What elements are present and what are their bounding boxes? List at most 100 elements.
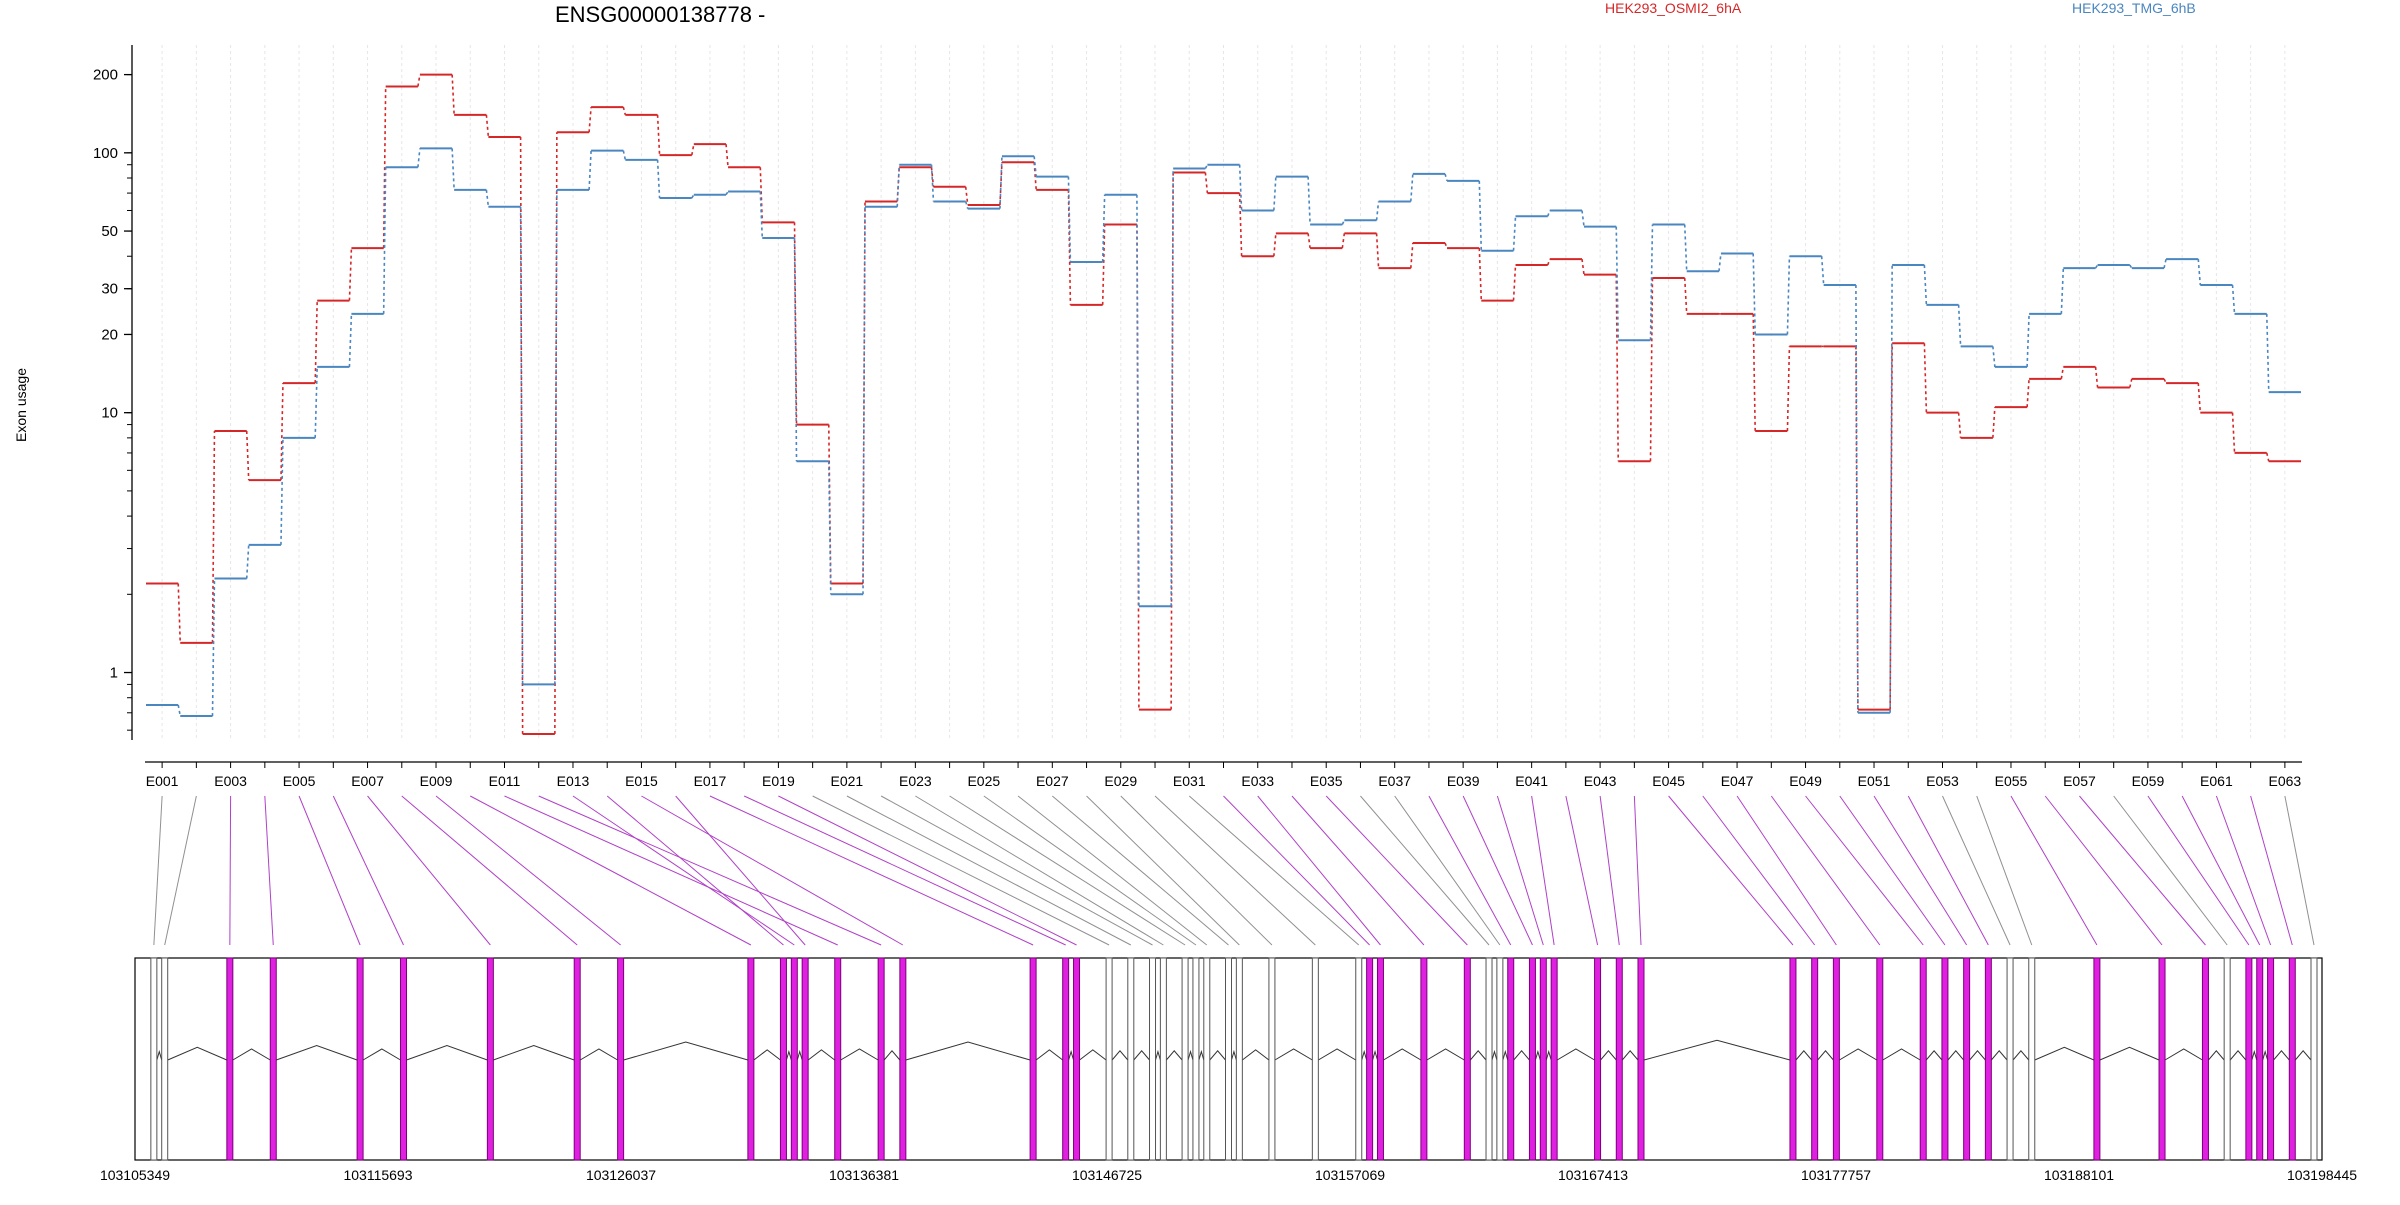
coordinate-label: 103146725 — [1072, 1167, 1142, 1183]
series-connector — [1512, 216, 1517, 251]
exon-box — [1366, 957, 1374, 1161]
exon-box — [2245, 957, 2253, 1161]
intron — [1155, 1049, 1161, 1061]
exon-box — [1496, 957, 1504, 1161]
series-connector — [2060, 268, 2065, 314]
intron — [785, 1049, 792, 1061]
exon-connector — [1907, 795, 1989, 946]
coordinate-label: 103177757 — [1801, 1167, 1871, 1183]
series-connector — [177, 583, 182, 643]
intron — [362, 1048, 401, 1061]
exon-box — [801, 957, 809, 1161]
exon-box — [1225, 957, 1232, 1161]
intron — [1426, 1048, 1465, 1061]
series-connector — [1478, 248, 1483, 301]
exon-connector — [1360, 795, 1490, 946]
intron — [1795, 1049, 1813, 1061]
exon-box — [1420, 957, 1428, 1161]
series-connector — [1855, 284, 1859, 713]
exon-connector — [1154, 795, 1316, 946]
series-connector — [1786, 256, 1791, 335]
y-tick-label: 100 — [93, 145, 118, 162]
exon-box — [1105, 957, 1113, 1161]
intron — [840, 1048, 879, 1061]
series-connector — [1067, 176, 1072, 263]
exon-label: E063 — [2269, 773, 2302, 789]
series-connector — [930, 164, 935, 202]
series-connector — [1615, 226, 1620, 341]
coordinate-label: 103198445 — [2287, 1167, 2357, 1183]
series-connector — [1307, 233, 1311, 249]
exon-box — [1127, 957, 1135, 1161]
coordinate-label: 103136381 — [829, 1167, 899, 1183]
exon-label: E037 — [1378, 773, 1411, 789]
intron — [1165, 1049, 1183, 1061]
exon-connector — [1839, 795, 1946, 946]
series-connector — [862, 206, 866, 595]
intron — [2208, 1049, 2225, 1061]
exon-connector — [298, 795, 361, 946]
exon-label: E043 — [1584, 773, 1617, 789]
exon-box — [1637, 957, 1645, 1161]
series-connector — [2026, 378, 2030, 408]
series-connector — [554, 132, 558, 735]
exon-connector — [641, 795, 904, 946]
exon-box — [2288, 957, 2296, 1161]
coordinate-label: 103105349 — [100, 1167, 170, 1183]
exon-label: E013 — [557, 773, 590, 789]
series-connector — [348, 248, 353, 301]
series-connector — [588, 107, 592, 133]
exon-label: E011 — [489, 773, 521, 789]
series-connector — [827, 461, 832, 595]
series-connector — [554, 189, 558, 685]
series-connector — [1923, 264, 1928, 305]
exon-connector — [1873, 795, 1968, 946]
exon-connector — [1462, 795, 1533, 946]
series-connector — [314, 366, 318, 438]
exon-label: E025 — [967, 773, 1000, 789]
series-connector — [999, 162, 1003, 206]
intron — [1556, 1048, 1595, 1061]
exon-label: E041 — [1515, 773, 1548, 789]
intron — [623, 1041, 749, 1061]
series-connector — [1752, 313, 1756, 432]
series-connector — [451, 148, 455, 190]
series-connector — [1581, 258, 1585, 275]
intron — [2164, 1048, 2203, 1061]
exon-box — [1235, 957, 1243, 1161]
exon-box — [1029, 957, 1037, 1161]
exon-box — [400, 957, 408, 1161]
intron — [2012, 1049, 2030, 1061]
intron — [1318, 1048, 1357, 1061]
intron — [2262, 1049, 2269, 1061]
exon-connector — [264, 795, 274, 946]
series-connector — [2231, 412, 2236, 453]
exon-box — [1485, 957, 1493, 1161]
series-connector — [245, 544, 250, 579]
intron — [1361, 1049, 1368, 1061]
series-connector — [2265, 313, 2270, 393]
exon-connector — [1188, 795, 1360, 946]
series-layer — [146, 73, 2301, 736]
exon-box — [1463, 957, 1471, 1161]
exon-connector — [2079, 795, 2206, 946]
exon-connector — [2181, 795, 2261, 946]
series-connector — [896, 167, 901, 202]
exon-label: E055 — [1995, 773, 2028, 789]
intron — [1600, 1049, 1617, 1061]
legend-entry: HEK293_OSMI2_6hA — [1605, 0, 1742, 16]
legend-entry: HEK293_TMG_6hB — [2072, 0, 2196, 16]
intron — [796, 1049, 803, 1061]
intron — [1274, 1048, 1313, 1061]
exon-box — [2267, 957, 2275, 1161]
exon-box — [1789, 957, 1797, 1161]
exon-label: E017 — [694, 773, 727, 789]
series-connector — [1136, 194, 1140, 607]
exon-box — [1149, 957, 1157, 1161]
exon-connector — [1223, 795, 1370, 946]
intron — [2034, 1046, 2095, 1061]
series-connector — [1957, 412, 1962, 438]
series-connector — [1649, 224, 1654, 341]
exon-box — [790, 957, 798, 1161]
exon-connector — [743, 795, 1066, 946]
